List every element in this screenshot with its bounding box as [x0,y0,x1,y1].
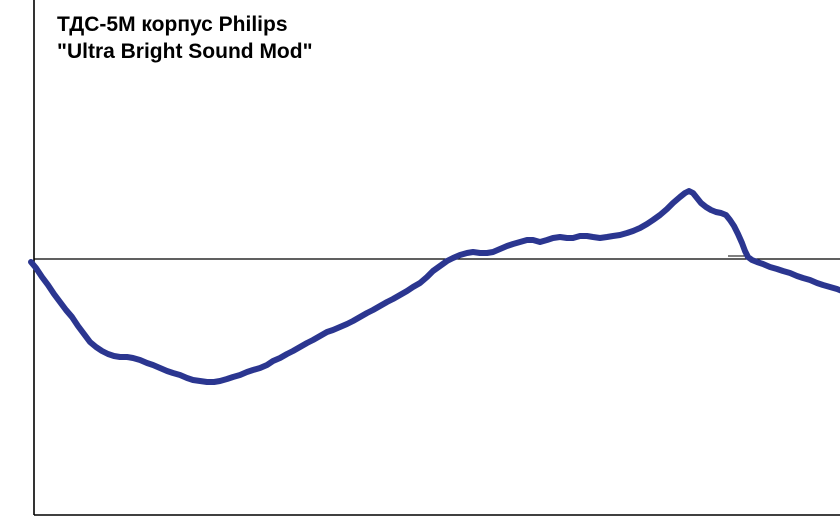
chart-title-line2: "Ultra Bright Sound Mod" [57,40,313,63]
frequency-response-curve [28,188,840,385]
chart-title-line1: ТДС-5М корпус Philips [57,13,288,36]
chart-title: ТДС-5М корпус Philips "Ultra Bright Soun… [57,11,313,65]
